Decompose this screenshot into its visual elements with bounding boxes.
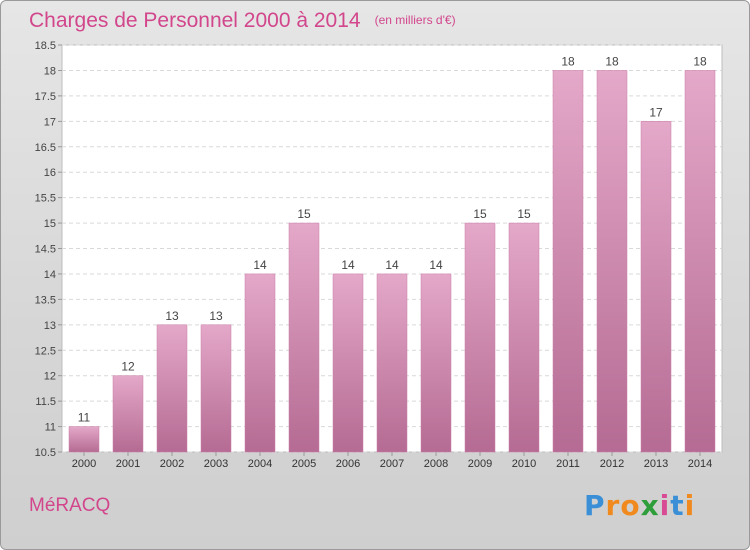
- data-label: 17: [649, 105, 663, 119]
- logo-letter: i: [659, 489, 671, 522]
- x-tick-label: 2008: [424, 458, 448, 470]
- y-tick-label: 16.5: [35, 142, 56, 154]
- logo-letter: x: [640, 489, 660, 522]
- chart-title: Charges de Personnel 2000 à 2014 (en mill…: [29, 9, 456, 33]
- logo-letter: o: [620, 489, 641, 522]
- bar-2012: [596, 70, 628, 453]
- commune-name: MéRACQ: [29, 495, 111, 516]
- bar-2003: [200, 324, 232, 453]
- x-tick-label: 2005: [292, 458, 316, 470]
- chart-subtitle: (en milliers d'€): [374, 13, 456, 27]
- chart-title-text: Charges de Personnel 2000 à 2014: [29, 9, 361, 32]
- logo-letter: P: [584, 489, 606, 522]
- data-label: 15: [297, 207, 311, 221]
- data-label: 18: [605, 54, 619, 68]
- bar-2007: [376, 273, 408, 453]
- y-tick-label: 17: [44, 116, 56, 128]
- data-label: 14: [429, 258, 443, 272]
- x-tick-label: 2007: [380, 458, 404, 470]
- y-tick-label: 12: [44, 371, 56, 383]
- y-tick-label: 18.5: [35, 40, 56, 52]
- x-tick-label: 2013: [644, 458, 668, 470]
- data-label: 18: [693, 54, 707, 68]
- x-tick-label: 2004: [248, 458, 272, 470]
- bar-2004: [244, 273, 276, 453]
- y-tick-label: 18: [44, 65, 56, 77]
- x-tick-label: 2006: [336, 458, 360, 470]
- y-tick-label: 14: [44, 269, 56, 281]
- proxiti-logo[interactable]: Proxiti: [584, 489, 695, 522]
- y-tick-label: 17.5: [35, 91, 56, 103]
- data-label: 12: [121, 360, 135, 374]
- x-tick-label: 2009: [468, 458, 492, 470]
- data-label: 13: [209, 309, 223, 323]
- x-tick-label: 2014: [688, 458, 712, 470]
- data-label: 11: [78, 411, 91, 425]
- y-tick-label: 10.5: [35, 447, 56, 459]
- bar-2002: [156, 324, 188, 453]
- bar-2008: [420, 273, 452, 453]
- x-tick-label: 2000: [72, 458, 96, 470]
- data-label: 15: [473, 207, 487, 221]
- bar-2011: [552, 70, 584, 453]
- y-tick-label: 16: [44, 167, 56, 179]
- logo-letter: t: [670, 489, 685, 522]
- bar-2010: [508, 222, 540, 453]
- x-tick-label: 2001: [116, 458, 140, 470]
- x-tick-label: 2011: [556, 458, 580, 470]
- data-label: 13: [165, 309, 179, 323]
- bar-2013: [640, 121, 672, 453]
- data-label: 14: [385, 258, 399, 272]
- x-tick-label: 2003: [204, 458, 228, 470]
- logo-letter: r: [605, 489, 621, 522]
- x-axis: 2000 2001 2002 2003 2004 2005 2006 2007 2008 2009…: [72, 452, 712, 470]
- y-axis: 10.5 11 11.5 12 12.5 13 13.5 14 14.5 15 15.5 16 16.5…: [35, 40, 62, 459]
- y-tick-label: 15.5: [35, 193, 56, 205]
- bar-2014: [684, 70, 716, 453]
- data-label: 15: [517, 207, 531, 221]
- y-tick-label: 12.5: [35, 345, 56, 357]
- bar-2001: [112, 375, 144, 453]
- logo-letter: i: [684, 489, 696, 522]
- bars: 11 12 13 13 14 15 14 14 14 15 15 18 18 17 18: [68, 54, 716, 453]
- bar-2009: [464, 222, 496, 453]
- y-tick-label: 13.5: [35, 294, 56, 306]
- bar-2000: [68, 426, 100, 453]
- bar-2006: [332, 273, 364, 453]
- y-tick-label: 11.5: [35, 396, 56, 408]
- data-label: 18: [561, 54, 575, 68]
- bar-2005: [288, 222, 320, 453]
- y-tick-label: 15: [44, 218, 56, 230]
- data-label: 14: [341, 258, 355, 272]
- x-tick-label: 2002: [160, 458, 184, 470]
- x-tick-label: 2010: [512, 458, 536, 470]
- data-label: 14: [253, 258, 267, 272]
- y-tick-label: 11: [45, 422, 56, 434]
- x-tick-label: 2012: [600, 458, 624, 470]
- y-tick-label: 14.5: [35, 244, 56, 256]
- y-tick-label: 13: [44, 320, 56, 332]
